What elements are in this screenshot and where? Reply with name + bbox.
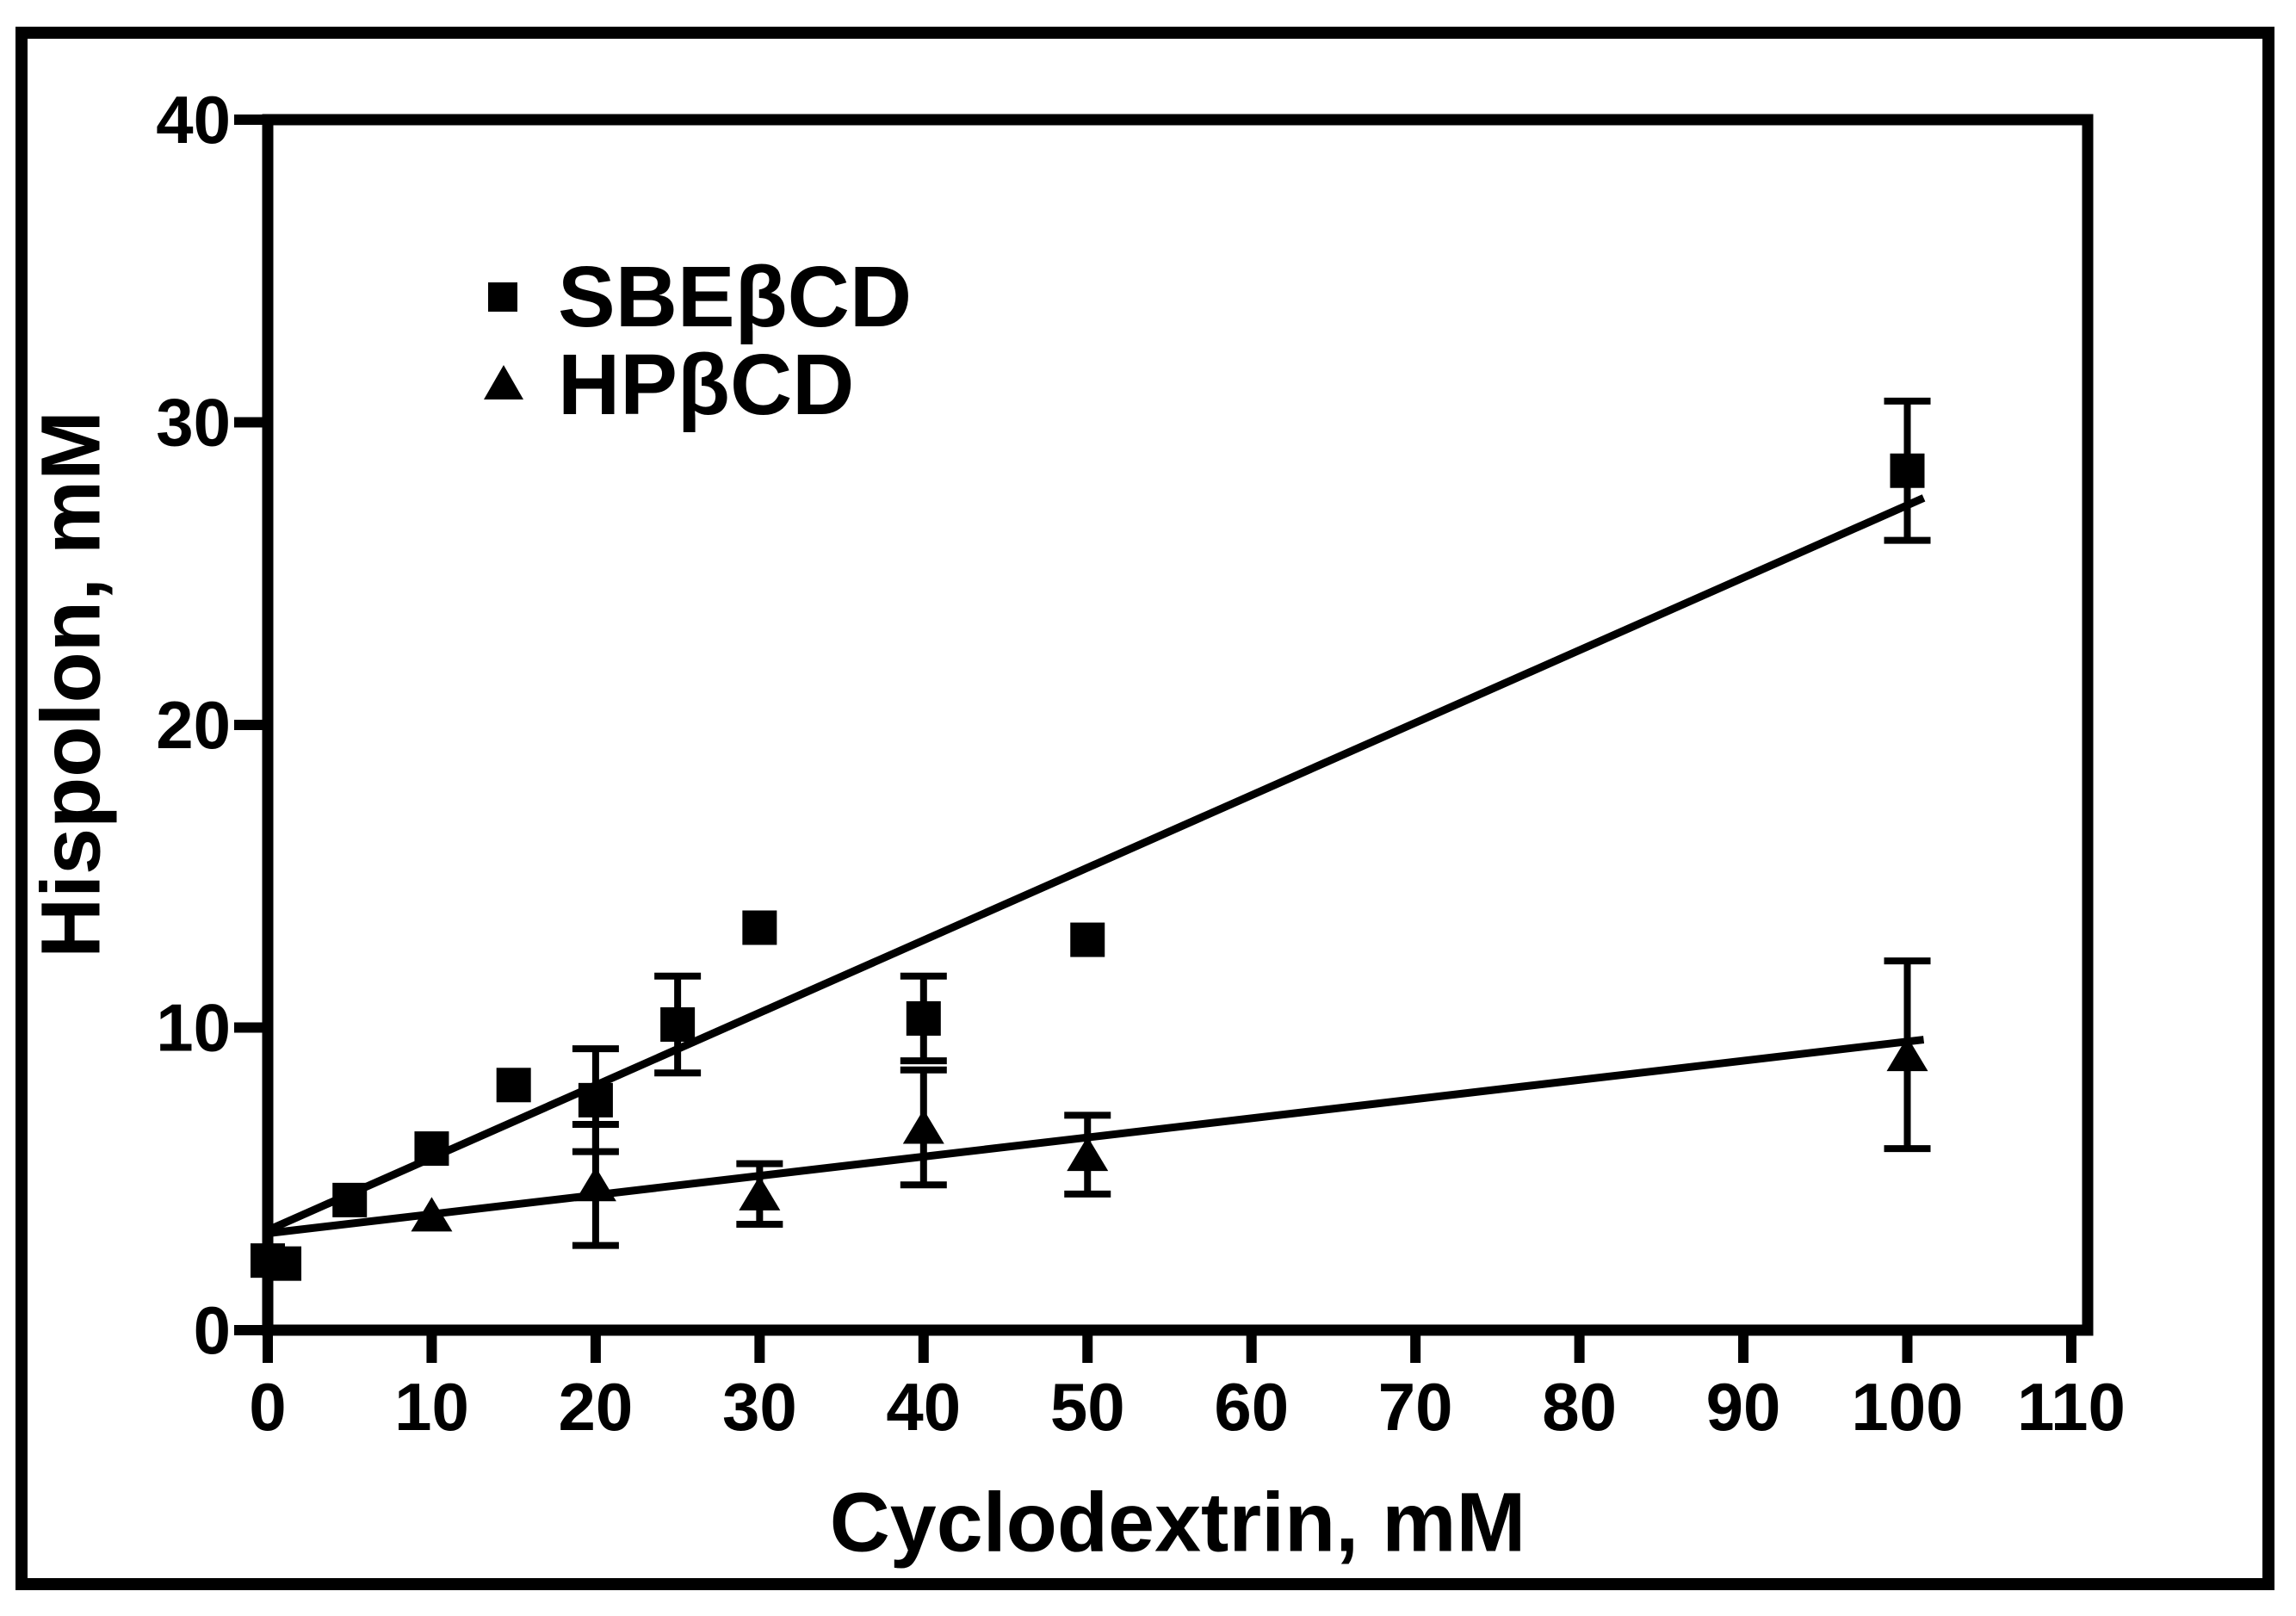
x-tick-label: 90: [1706, 1369, 1781, 1445]
y-tick-label: 10: [156, 990, 231, 1066]
data-point-square: [267, 1246, 302, 1281]
x-tick-label: 80: [1542, 1369, 1617, 1445]
y-tick-label: 20: [156, 687, 231, 763]
x-tick-label: 100: [1851, 1369, 1963, 1445]
legend-square-marker-icon: [488, 282, 517, 312]
data-point-square: [332, 1182, 368, 1217]
x-tick-label: 50: [1050, 1369, 1125, 1445]
legend-triangle-marker-icon: [484, 365, 523, 399]
legend-label-hpbcd: HPβCD: [558, 337, 854, 433]
data-point-square: [906, 1000, 941, 1036]
data-point-square: [496, 1068, 531, 1103]
y-axis-ticks: 0 10 20 30 40: [156, 82, 268, 1368]
data-point-square: [414, 1131, 449, 1167]
y-tick-label: 30: [156, 385, 231, 461]
x-axis-title: Cyclodextrin, mM: [830, 1476, 1526, 1570]
x-tick-label: 70: [1378, 1369, 1453, 1445]
data-point-square: [742, 910, 777, 945]
x-tick-label: 110: [2017, 1369, 2126, 1445]
data-point-triangle: [411, 1197, 453, 1232]
y-tick-label: 40: [156, 82, 231, 158]
legend-label-sbebcd: SBEβCD: [558, 249, 912, 345]
fit-line-0: [266, 494, 1926, 1235]
data-point-square: [1890, 453, 1925, 488]
series-1: [411, 957, 1931, 1249]
x-tick-label: 40: [886, 1369, 961, 1445]
y-axis-title: Hispolon, mM: [24, 411, 118, 958]
x-tick-label: 60: [1214, 1369, 1289, 1445]
x-tick-label: 10: [394, 1369, 469, 1445]
data-point-triangle: [1067, 1136, 1109, 1172]
legend: SBEβCD HPβCD: [484, 249, 912, 433]
x-tick-label: 0: [249, 1369, 286, 1445]
series-0: [251, 397, 1931, 1281]
data-point-triangle: [739, 1175, 781, 1210]
x-axis-ticks: 0 10 20 30 40 50 60 70 80 90 100 110: [249, 1330, 2126, 1445]
plot-area: 0 10 20 30 40 50 60 70 80 90 100 110 0 10 20 30 40: [156, 82, 2126, 1445]
figure-border: [15, 27, 2274, 1590]
x-tick-label: 20: [559, 1369, 634, 1445]
data-point-triangle: [902, 1109, 944, 1144]
fit-line-1: [267, 1036, 1925, 1237]
data-point-square: [660, 1006, 696, 1042]
x-tick-label: 30: [722, 1369, 797, 1445]
data-point-triangle: [1886, 1037, 1928, 1072]
y-tick-label: 0: [194, 1292, 231, 1368]
data-point-triangle: [574, 1167, 616, 1202]
data-point-square: [578, 1082, 613, 1118]
plot-frame: [262, 114, 2094, 1336]
data-point-square: [1070, 922, 1105, 957]
